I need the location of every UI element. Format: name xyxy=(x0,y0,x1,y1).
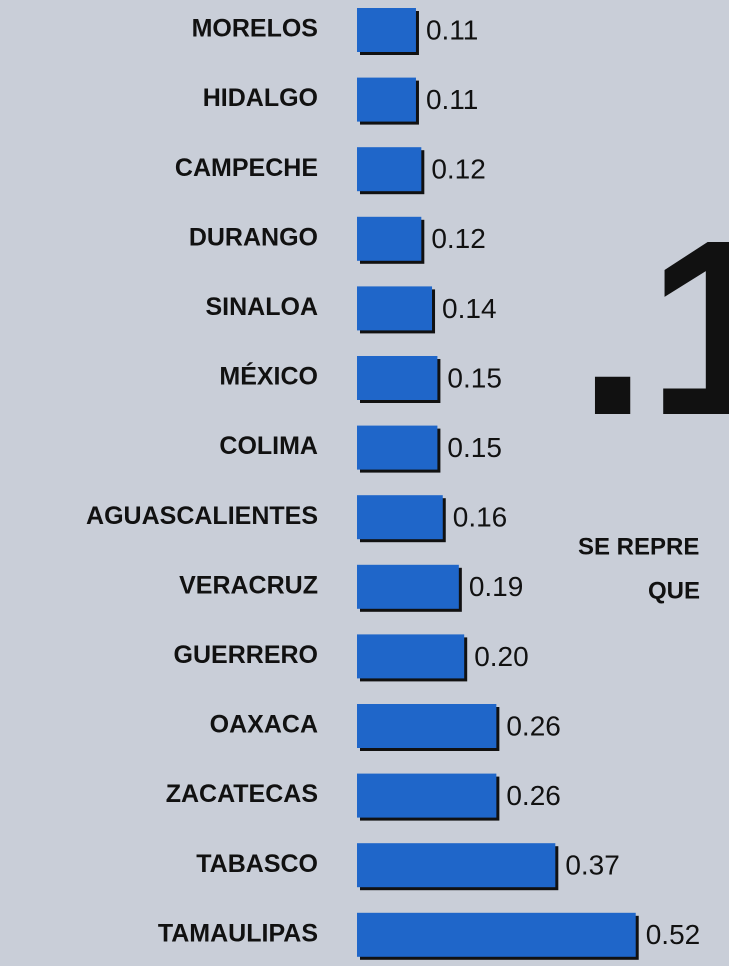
value-label: 0.26 xyxy=(506,780,561,811)
category-label: MÉXICO xyxy=(219,362,318,391)
category-label: TAMAULIPAS xyxy=(158,919,318,947)
note-text: QUE xyxy=(648,577,700,604)
value-label: 0.15 xyxy=(447,362,502,393)
bar xyxy=(357,843,556,888)
value-label: 0.11 xyxy=(426,84,478,115)
bar xyxy=(357,912,636,957)
bar xyxy=(357,425,438,470)
bar xyxy=(357,216,422,261)
value-label: 0.37 xyxy=(565,850,620,881)
value-label: 0.20 xyxy=(474,641,529,672)
category-label: SINALOA xyxy=(206,293,319,321)
value-label: 0.12 xyxy=(431,223,486,254)
value-label: 0.19 xyxy=(469,571,523,602)
bar xyxy=(357,8,416,52)
category-label: TABASCO xyxy=(196,850,318,878)
bar xyxy=(357,564,459,609)
bar xyxy=(357,356,438,400)
category-label: COLIMA xyxy=(219,432,318,460)
bar xyxy=(357,634,465,679)
value-label: 0.16 xyxy=(453,502,508,533)
category-label: AGUASCALIENTES xyxy=(86,502,318,530)
category-label: ZACATECAS xyxy=(166,780,318,808)
value-label: 0.52 xyxy=(646,919,701,950)
category-label: HIDALGO xyxy=(203,84,318,112)
value-label: 0.12 xyxy=(431,154,486,185)
bar xyxy=(357,286,433,331)
value-label: 0.14 xyxy=(442,293,497,324)
bar xyxy=(357,773,497,818)
category-label: GUERRERO xyxy=(174,641,318,669)
bar xyxy=(357,147,422,192)
note-text: SE REPRE xyxy=(578,533,699,560)
category-label: VERACRUZ xyxy=(179,571,318,599)
category-label: OAXACA xyxy=(210,711,318,739)
bar xyxy=(357,77,416,122)
value-label: 0.15 xyxy=(447,432,502,463)
value-label: 0.26 xyxy=(506,710,561,741)
value-label: 0.11 xyxy=(426,14,478,45)
big-number: .1 xyxy=(578,188,729,467)
category-label: CAMPECHE xyxy=(175,154,318,182)
bar xyxy=(357,704,497,748)
bar xyxy=(357,495,443,540)
category-label: DURANGO xyxy=(189,223,318,251)
category-label: MORELOS xyxy=(192,15,318,43)
